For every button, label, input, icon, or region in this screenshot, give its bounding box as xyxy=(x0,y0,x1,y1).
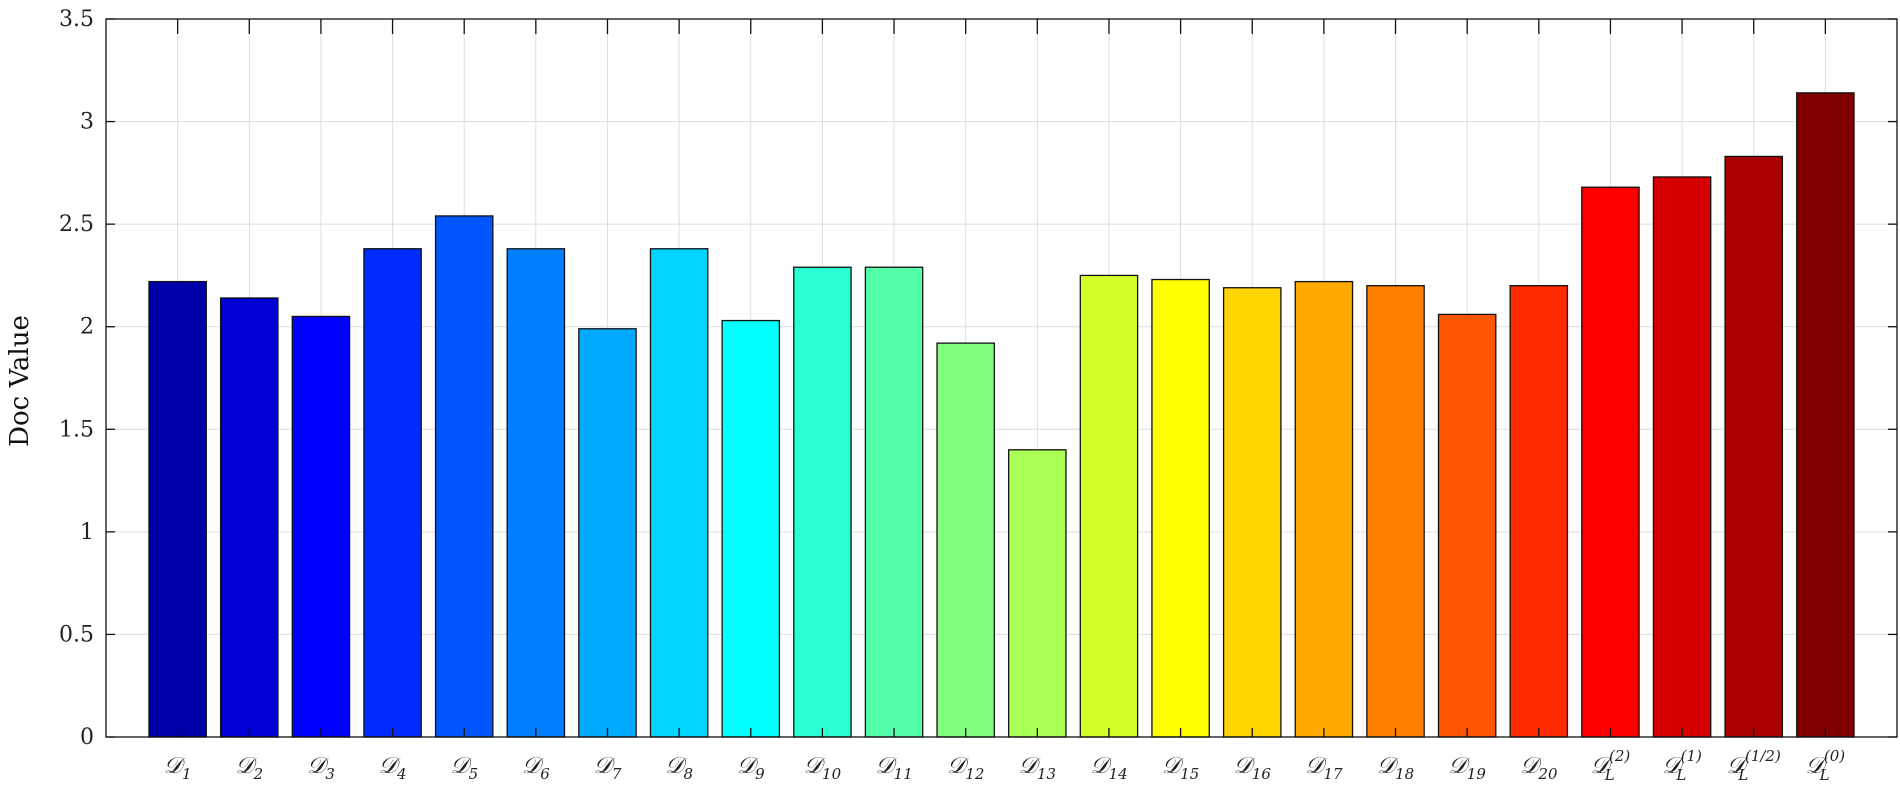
x-tick-label: 𝒟3 xyxy=(307,753,335,783)
bar-13 xyxy=(1008,449,1067,738)
x-tick-label: 𝒟1 xyxy=(164,753,192,783)
x-tick-label: 𝒟(2) L xyxy=(1591,747,1631,784)
x-tick-label: 𝒟6 xyxy=(522,753,550,783)
bar-15 xyxy=(1151,278,1210,738)
x-tick-label: 𝒟19 xyxy=(1448,753,1486,783)
y-tick-label: 3 xyxy=(80,110,94,135)
x-tick-label: 𝒟8 xyxy=(665,753,693,783)
x-tick-label: 𝒟(0) L xyxy=(1806,747,1846,784)
x-tick-label: 𝒟10 xyxy=(804,753,842,783)
y-tick-label: 0 xyxy=(80,725,94,750)
x-tick-label: 𝒟11 xyxy=(875,753,912,783)
y-tick-labels: 0 0.5 1 1.5 2 2.5 3 3.5 xyxy=(59,7,94,750)
bar-3 xyxy=(291,315,351,738)
x-tick-label: 𝒟(1) L xyxy=(1662,747,1702,784)
x-tick-label: 𝒟(1/2) L xyxy=(1727,747,1781,784)
bar-18 xyxy=(1366,285,1425,738)
axes xyxy=(105,18,1898,738)
bar-1 xyxy=(148,280,207,738)
x-tick-label: 𝒟5 xyxy=(450,753,478,783)
bar-20 xyxy=(1509,285,1569,738)
y-tick-label: 1 xyxy=(80,520,94,545)
bar-22 xyxy=(1652,176,1712,738)
bars xyxy=(148,92,1855,738)
x-tick-label: 𝒟2 xyxy=(235,753,263,783)
bar-6 xyxy=(506,248,566,738)
x-tick-label: 𝒟18 xyxy=(1377,753,1414,783)
bar-21 xyxy=(1581,186,1640,738)
bar-11 xyxy=(864,266,924,738)
x-tick-label: 𝒟12 xyxy=(947,753,984,783)
bar-19 xyxy=(1437,313,1497,738)
x-tick-label: 𝒟15 xyxy=(1162,753,1199,783)
bar-12 xyxy=(936,342,995,738)
y-tick-label: 1.5 xyxy=(59,417,94,442)
x-tick-labels: 𝒟1 𝒟2 𝒟3 𝒟4 𝒟5 𝒟6 𝒟7 𝒟8 𝒟9 𝒟10 𝒟11 𝒟12 𝒟13 𝒟14 𝒟15 𝒟16 𝒟… xyxy=(164,747,1846,784)
x-tick-label: 𝒟16 xyxy=(1234,753,1272,783)
y-tick-label: 0.5 xyxy=(59,622,94,647)
y-tick-label: 2 xyxy=(80,315,94,340)
x-tick-label: 𝒟7 xyxy=(594,753,622,783)
bar-4 xyxy=(363,248,422,738)
bar-7 xyxy=(578,328,637,738)
bar-2 xyxy=(219,297,279,738)
x-tick-label: 𝒟4 xyxy=(379,753,407,783)
bar-10 xyxy=(793,266,852,738)
x-tick-label: 𝒟17 xyxy=(1305,753,1343,783)
bar-14 xyxy=(1079,274,1139,738)
bar-23 xyxy=(1724,155,1784,738)
x-tick-label: 𝒟20 xyxy=(1520,753,1558,783)
x-tick-label: 𝒟13 xyxy=(1019,753,1056,783)
x-tick-label: 𝒟14 xyxy=(1090,753,1127,783)
bar-9 xyxy=(721,319,781,738)
bar-17 xyxy=(1294,280,1354,738)
bar-8 xyxy=(649,248,709,738)
bar-16 xyxy=(1222,287,1282,738)
y-axis-label: Doc Value xyxy=(5,315,35,447)
bar-5 xyxy=(434,215,494,738)
y-tick-label: 3.5 xyxy=(59,7,94,32)
y-tick-label: 2.5 xyxy=(59,212,94,237)
x-tick-label: 𝒟9 xyxy=(737,753,765,783)
bar-24 xyxy=(1796,92,1855,738)
plot-frame xyxy=(105,18,1898,738)
